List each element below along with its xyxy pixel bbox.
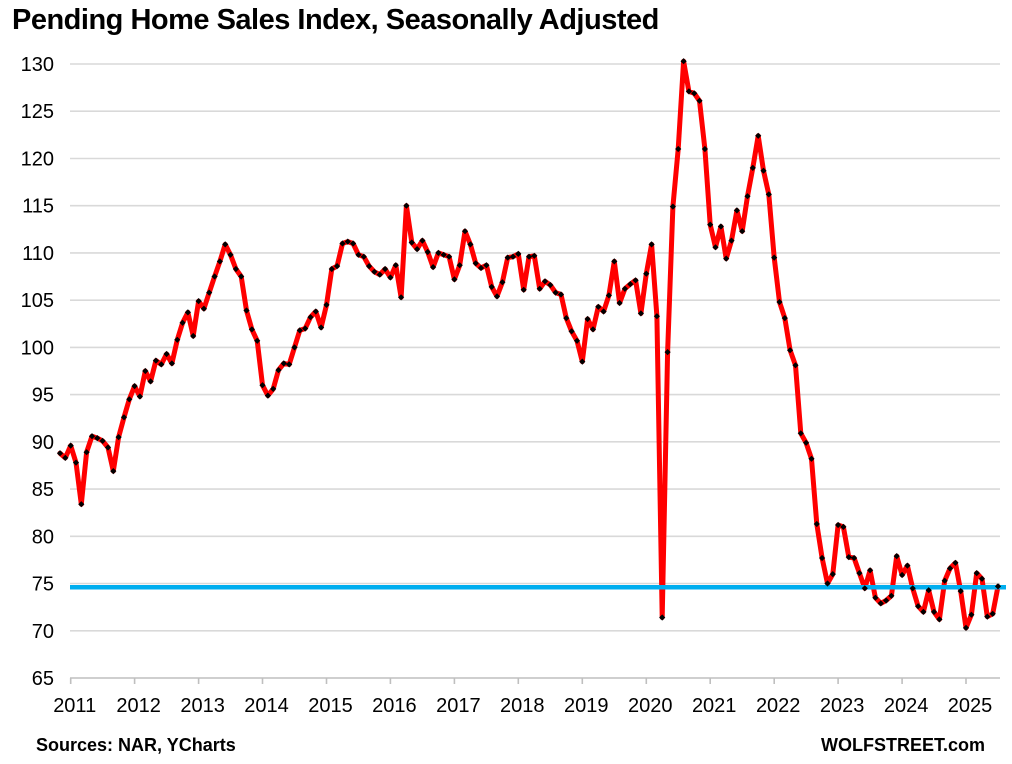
- x-tick-label: 2016: [372, 695, 417, 717]
- y-tick-label: 105: [21, 290, 54, 312]
- x-tick-label: 2015: [308, 695, 353, 717]
- y-tick-label: 70: [32, 621, 54, 643]
- x-tick-label: 2011: [53, 695, 96, 717]
- y-tick-label: 75: [32, 574, 54, 596]
- x-tick-label: 2019: [564, 695, 609, 717]
- y-tick-label: 85: [32, 479, 54, 501]
- y-tick-label: 120: [21, 149, 54, 171]
- phsi-series-markers: [56, 58, 1002, 632]
- x-tick-label: 2012: [116, 695, 161, 717]
- x-tick-label: 2018: [500, 695, 545, 717]
- chart-title: Pending Home Sales Index, Seasonally Adj…: [12, 4, 659, 36]
- y-tick-label: 90: [32, 432, 54, 454]
- x-tick-label: 2020: [628, 695, 673, 717]
- sources-note: Sources: NAR, YCharts: [36, 735, 236, 755]
- x-tick-label: 2022: [756, 695, 801, 717]
- y-tick-label: 100: [21, 337, 54, 359]
- y-tick-label: 80: [32, 526, 54, 548]
- x-tick-label: 2023: [820, 695, 865, 717]
- phsi-series-line: [57, 58, 1001, 631]
- x-tick-label: 2014: [244, 695, 289, 717]
- y-tick-label: 115: [22, 196, 54, 218]
- x-tick-label: 2017: [436, 695, 481, 717]
- y-tick-label: 95: [32, 385, 54, 407]
- brand-wolfstreet: WOLFSTREET.com: [820, 735, 985, 755]
- x-tick-label: 2021: [692, 695, 737, 717]
- y-tick-label: 125: [21, 101, 54, 123]
- y-tick-label: 65: [32, 668, 54, 690]
- y-tick-label: 110: [22, 243, 54, 265]
- y-tick-label: 130: [21, 54, 54, 76]
- x-tick-label: 2024: [884, 695, 929, 717]
- x-tick-label: 2025: [948, 695, 993, 717]
- x-tick-label: 2013: [180, 695, 225, 717]
